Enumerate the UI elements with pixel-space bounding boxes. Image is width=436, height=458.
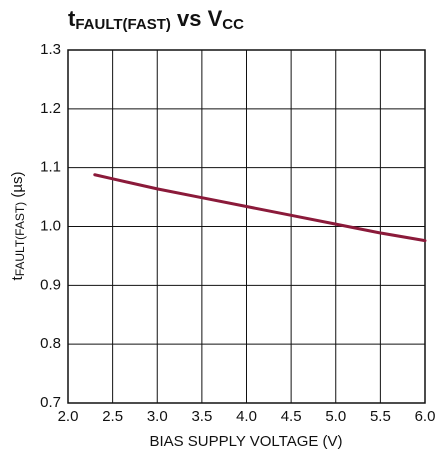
y-axis-label: tFAULT(FAST) (µs) — [9, 172, 27, 281]
title-part: t — [68, 6, 76, 31]
data-line — [93, 173, 427, 243]
plot-frame — [67, 49, 426, 404]
y-tick-label: 1.3 — [40, 41, 61, 58]
label-part: t — [9, 275, 26, 280]
x-tick-label: 4.0 — [236, 408, 257, 425]
y-tick-label: 1.0 — [40, 217, 61, 234]
x-tick-label: 2.0 — [58, 408, 79, 425]
title-part: vs V — [171, 6, 223, 31]
x-tick-label: 4.5 — [281, 408, 302, 425]
y-tick-label: 0.7 — [40, 394, 61, 411]
x-tick-label: 5.0 — [325, 408, 346, 425]
y-tick-label: 1.2 — [40, 100, 61, 117]
x-tick-label: 3.5 — [191, 408, 212, 425]
title-part: CC — [222, 16, 244, 33]
x-tick-label: 5.5 — [370, 408, 391, 425]
x-tick-label: 2.5 — [102, 408, 123, 425]
chart-title: tFAULT(FAST) vs VCC — [68, 6, 244, 33]
x-tick-label: 6.0 — [415, 408, 436, 425]
y-tick-label: 0.9 — [40, 276, 61, 293]
title-part: FAULT(FAST) — [75, 16, 171, 33]
label-part: FAULT(FAST) — [13, 202, 27, 276]
x-tick-label: 3.0 — [147, 408, 168, 425]
label-part: (µs) — [9, 172, 26, 202]
x-axis-label: BIAS SUPPLY VOLTAGE (V) — [149, 433, 342, 450]
y-tick-label: 0.8 — [40, 335, 61, 352]
y-tick-label: 1.1 — [40, 159, 61, 176]
